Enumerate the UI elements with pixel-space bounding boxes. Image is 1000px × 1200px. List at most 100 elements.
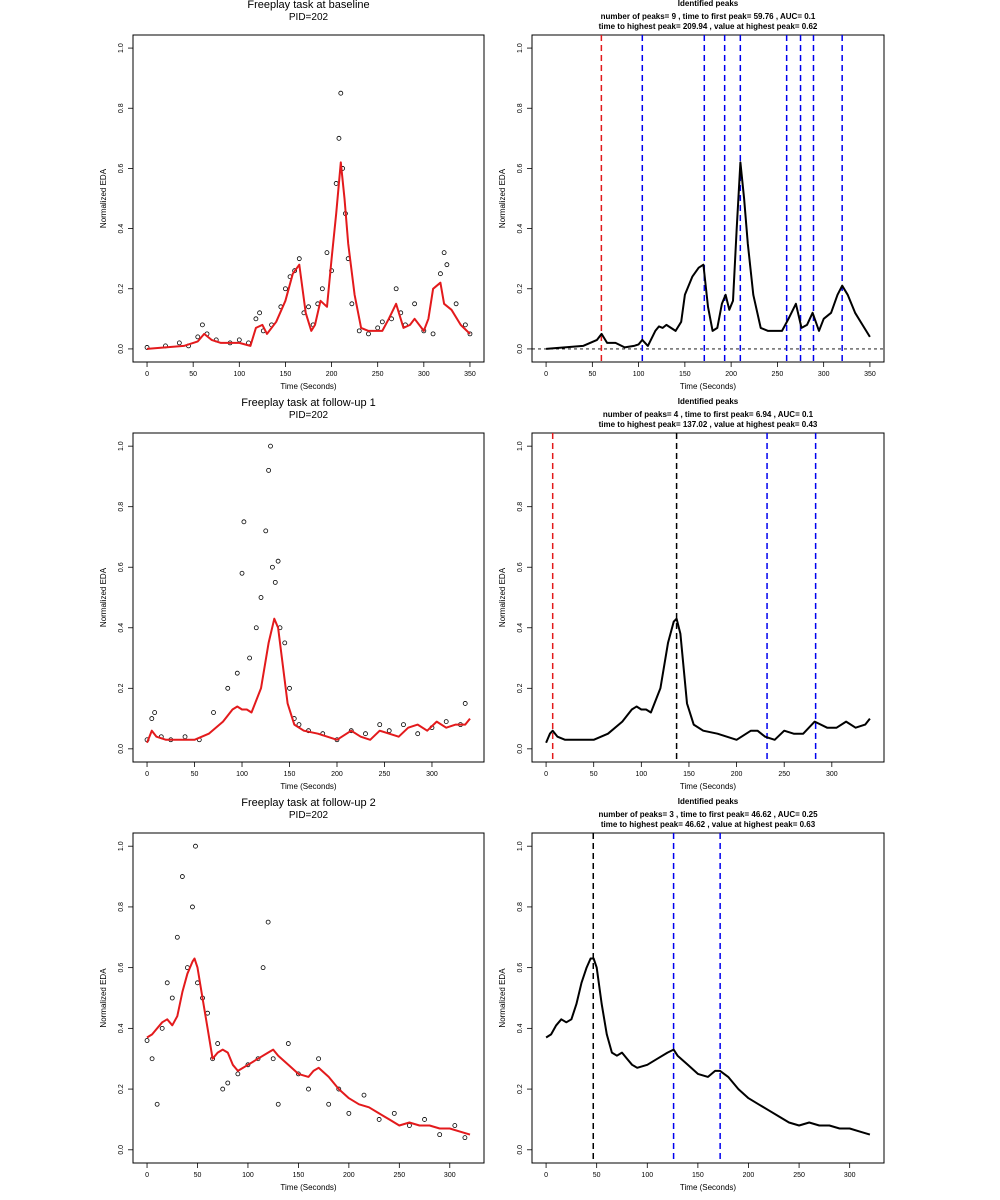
x-tick-label: 200 <box>343 1172 355 1179</box>
data-point <box>260 965 266 971</box>
x-tick-label: 250 <box>793 1172 805 1179</box>
data-point <box>149 716 155 721</box>
data-point <box>179 874 185 879</box>
y-tick-label: 1.0 <box>517 841 524 851</box>
data-point <box>253 316 259 322</box>
data-point <box>182 734 188 740</box>
y-tick-label: 0.4 <box>517 623 524 633</box>
data-point <box>258 595 264 600</box>
chart-subtitle: PID=202 <box>289 12 329 23</box>
data-point <box>462 322 468 328</box>
data-point <box>441 250 447 256</box>
data-point <box>270 564 275 570</box>
y-tick-label: 1.0 <box>118 43 125 53</box>
chart-subtitle: number of peaks= 4 , time to first peak=… <box>603 410 814 419</box>
x-tick-label: 150 <box>280 371 292 378</box>
x-axis-label: Time (Seconds) <box>280 782 337 791</box>
x-tick-label: 100 <box>236 771 248 778</box>
data-point <box>349 301 355 307</box>
x-tick-label: 100 <box>635 771 647 778</box>
x-tick-label: 100 <box>233 371 245 378</box>
smoothed-line <box>545 957 871 1136</box>
data-point <box>407 1123 412 1128</box>
data-point <box>430 331 436 337</box>
y-axis-label: Normalized EDA <box>99 567 108 627</box>
y-axis-label: Normalized EDA <box>99 968 108 1028</box>
y-tick-label: 0.0 <box>118 744 125 754</box>
data-point <box>241 519 247 525</box>
x-tick-label: 200 <box>331 771 343 778</box>
y-tick-label: 0.8 <box>118 103 125 113</box>
data-point <box>437 1132 443 1138</box>
data-point <box>326 1101 332 1107</box>
data-point <box>348 728 354 734</box>
y-tick-label: 0.6 <box>517 562 524 572</box>
data-point <box>164 980 170 986</box>
data-point <box>462 701 468 706</box>
data-point <box>462 1135 468 1141</box>
y-tick-label: 0.0 <box>517 1145 524 1155</box>
x-tick-label: 250 <box>379 771 391 778</box>
data-point <box>444 262 450 268</box>
x-tick-label: 0 <box>145 771 149 778</box>
data-point <box>361 1092 367 1098</box>
y-tick-label: 0.8 <box>517 502 524 512</box>
y-tick-label: 0.6 <box>118 963 125 973</box>
y-tick-label: 1.0 <box>517 43 524 53</box>
x-tick-label: 250 <box>372 371 384 378</box>
y-tick-label: 0.0 <box>517 344 524 354</box>
data-point <box>366 331 371 337</box>
y-tick-label: 0.4 <box>118 623 125 633</box>
x-tick-label: 350 <box>864 371 876 378</box>
x-tick-label: 150 <box>293 1172 305 1179</box>
x-tick-label: 0 <box>145 371 149 378</box>
y-tick-label: 0.8 <box>517 103 524 113</box>
data-point <box>415 731 421 737</box>
data-point <box>376 1117 382 1122</box>
data-point <box>239 570 245 576</box>
y-axis-label: Normalized EDA <box>99 168 108 228</box>
x-tick-label: 300 <box>826 771 838 778</box>
data-point <box>275 558 281 564</box>
data-point <box>154 1101 160 1107</box>
y-tick-label: 0.6 <box>118 562 125 572</box>
chart-title: Freeplay task at follow-up 1 <box>241 397 376 409</box>
y-tick-label: 1.0 <box>118 441 125 451</box>
data-point <box>225 1080 231 1086</box>
x-tick-label: 50 <box>588 371 596 378</box>
smoothed-line <box>146 617 471 744</box>
data-point <box>306 304 311 310</box>
data-point <box>282 640 288 646</box>
x-tick-label: 200 <box>743 1172 755 1179</box>
data-point <box>144 1038 150 1043</box>
y-axis-label: Normalized EDA <box>498 567 507 627</box>
x-tick-label: 50 <box>189 371 197 378</box>
data-point <box>324 250 330 256</box>
x-tick-label: 150 <box>679 371 691 378</box>
data-point <box>245 1062 251 1068</box>
data-point <box>452 1123 458 1128</box>
x-tick-label: 0 <box>145 1172 149 1179</box>
y-tick-label: 0.2 <box>517 284 524 294</box>
y-tick-label: 1.0 <box>118 841 125 851</box>
y-tick-label: 1.0 <box>517 441 524 451</box>
y-tick-label: 0.8 <box>118 902 125 912</box>
data-point <box>338 90 344 96</box>
data-point <box>377 722 383 728</box>
x-tick-label: 300 <box>426 771 438 778</box>
data-point <box>193 843 198 849</box>
data-point <box>159 1025 165 1031</box>
data-point <box>296 256 302 262</box>
y-tick-label: 0.0 <box>118 1145 125 1155</box>
data-point <box>316 1056 321 1062</box>
data-point <box>195 334 201 340</box>
y-tick-label: 0.2 <box>118 1084 125 1094</box>
chart-subtitle: time to highest peak= 46.62 , value at h… <box>601 820 816 829</box>
y-tick-label: 0.2 <box>118 284 125 294</box>
data-point <box>319 286 325 292</box>
chart-subtitle: PID=202 <box>289 810 329 821</box>
x-tick-label: 250 <box>772 371 784 378</box>
chart-title: Identified peaks <box>678 0 739 8</box>
